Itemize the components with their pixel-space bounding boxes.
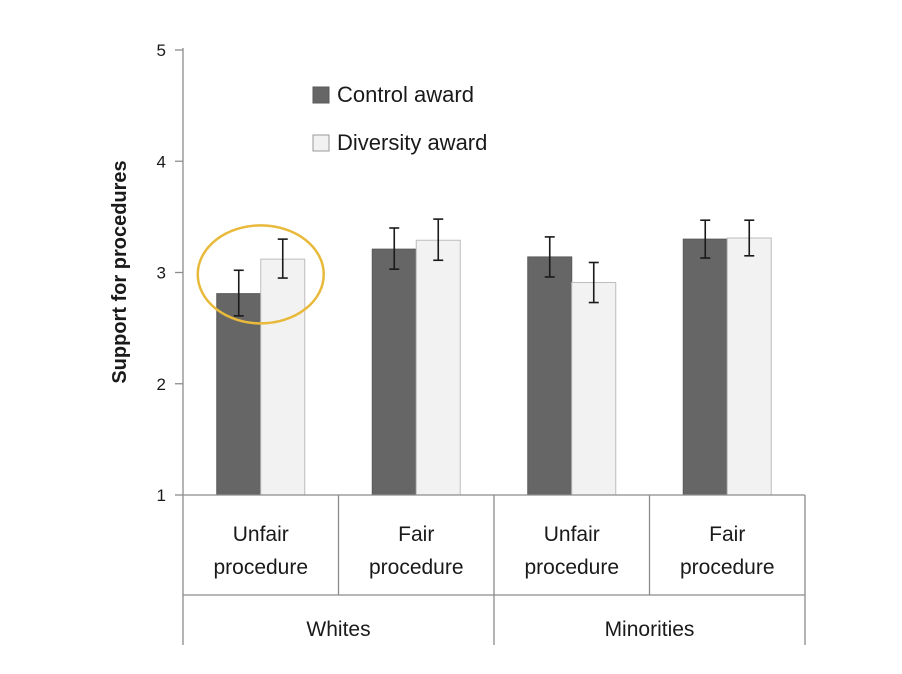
legend-swatch (312, 134, 330, 152)
group-label: Minorities (605, 618, 695, 641)
y-tick-label: 1 (157, 486, 166, 505)
x-tick-label: procedure (369, 556, 464, 579)
legend-swatch (312, 86, 330, 104)
error-bar (700, 219, 711, 259)
group-label: Whites (306, 618, 370, 641)
legend-label: Control award (337, 82, 474, 107)
error-bar (744, 219, 755, 257)
x-tick-label: Unfair (544, 523, 600, 546)
bars (216, 237, 772, 496)
bar-diversity (726, 237, 772, 496)
bar-diversity (415, 239, 461, 496)
error-bar (544, 236, 555, 278)
annotations (196, 224, 325, 325)
y-axis-label: Support for procedures (109, 160, 131, 383)
x-tick-label: Fair (398, 523, 434, 546)
error-bar (233, 269, 244, 317)
bar-control (682, 238, 728, 496)
error-bars (233, 218, 755, 317)
x-tick-label: Fair (709, 523, 745, 546)
highlight-ellipse (196, 224, 325, 325)
y-tick-label: 4 (157, 152, 166, 171)
y-axis: 1 2 3 4 5 (157, 41, 184, 645)
legend-label: Diversity award (337, 130, 487, 155)
x-tick-label: Unfair (233, 523, 289, 546)
y-tick-label: 3 (157, 264, 166, 283)
y-tick-label: 5 (157, 41, 166, 60)
error-bar (389, 227, 400, 270)
bar-control (527, 256, 573, 496)
error-bar (588, 261, 599, 304)
bar-diversity (571, 282, 617, 496)
bar-control (371, 248, 417, 496)
error-bar (277, 238, 288, 279)
x-axis: Unfair procedure Fair procedure Unfair proced… (183, 494, 806, 645)
error-bar (433, 218, 444, 262)
x-tick-label: procedure (213, 556, 308, 579)
y-tick-label: 2 (157, 375, 166, 394)
x-tick-label: procedure (524, 556, 619, 579)
x-tick-label: procedure (680, 556, 775, 579)
legend: Control award Diversity award (312, 82, 487, 155)
bar-diversity (260, 258, 306, 496)
